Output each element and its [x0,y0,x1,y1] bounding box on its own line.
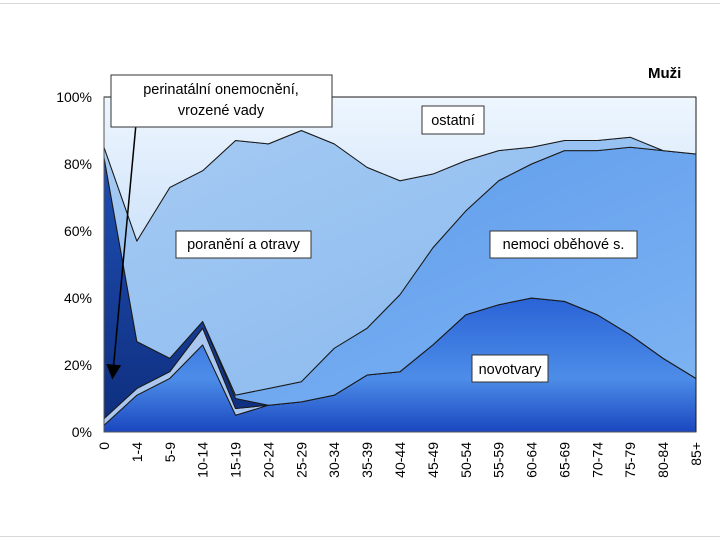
x-tick-label: 50-54 [458,442,474,478]
callout-arrow [106,123,137,380]
perinatal-callout: perinatální onemocnění, vrozené vady [106,74,333,380]
x-tick-label: 30-34 [326,442,342,478]
label-novotvary-text: novotvary [479,362,543,378]
x-tick-label: 0 [96,442,112,450]
label-obehove-text: nemoci oběhové s. [503,237,625,253]
x-tick-label: 85+ [688,442,704,466]
x-tick-label: 55-59 [491,442,507,478]
y-tick-label: 20% [64,357,92,373]
label-poraneni-text: poranění a otravy [187,237,301,253]
area-series-group [103,96,697,433]
x-tick-label: 65-69 [556,442,572,478]
label-ostatni-text: ostatní [431,113,475,129]
label-poraneni-box [175,230,312,259]
x-tick-label: 35-39 [359,442,375,478]
y-tick-label: 60% [64,223,92,239]
callout-line-1: perinatální onemocnění, [143,82,299,98]
top-divider [0,3,720,4]
label-novotvary: novotvary [471,354,549,383]
y-tick-label: 80% [64,156,92,172]
label-poraneni: poranění a otravy [175,230,312,259]
y-tick-labels: 0% 20% 40% 60% 80% 100% [56,89,92,440]
x-tick-label: 10-14 [195,442,211,478]
y-tick-label: 0% [72,424,92,440]
x-tick-label: 15-19 [228,442,244,478]
callout-box [110,74,333,128]
x-tick-label: 60-64 [524,442,540,478]
x-tick-label: 1-4 [129,442,145,462]
x-tick-label: 80-84 [655,442,671,478]
x-tick-label: 40-44 [392,442,408,478]
x-tick-label: 70-74 [589,442,605,478]
x-tick-label: 75-79 [622,442,638,478]
label-ostatni-box [421,105,485,135]
callout-line-2: vrozené vady [178,103,265,119]
label-obehove-box [489,230,638,259]
x-tick-label: 20-24 [260,442,276,478]
label-obehove: nemoci oběhové s. [489,230,638,259]
plot-area [103,96,697,433]
y-tick-label: 40% [64,290,92,306]
bottom-divider [0,536,720,537]
label-novotvary-box [471,354,549,383]
x-tick-labels: 0 1-4 5-9 10-14 15-19 20-24 25-29 30-34 35-39 40-… [96,442,704,478]
chart-title: Muži [648,65,681,82]
x-tick-label: 5-9 [162,442,178,462]
label-ostatni: ostatní [421,105,485,135]
y-tick-label: 100% [56,89,92,105]
x-tick-label: 25-29 [293,442,309,478]
x-tick-label: 45-49 [425,442,441,478]
